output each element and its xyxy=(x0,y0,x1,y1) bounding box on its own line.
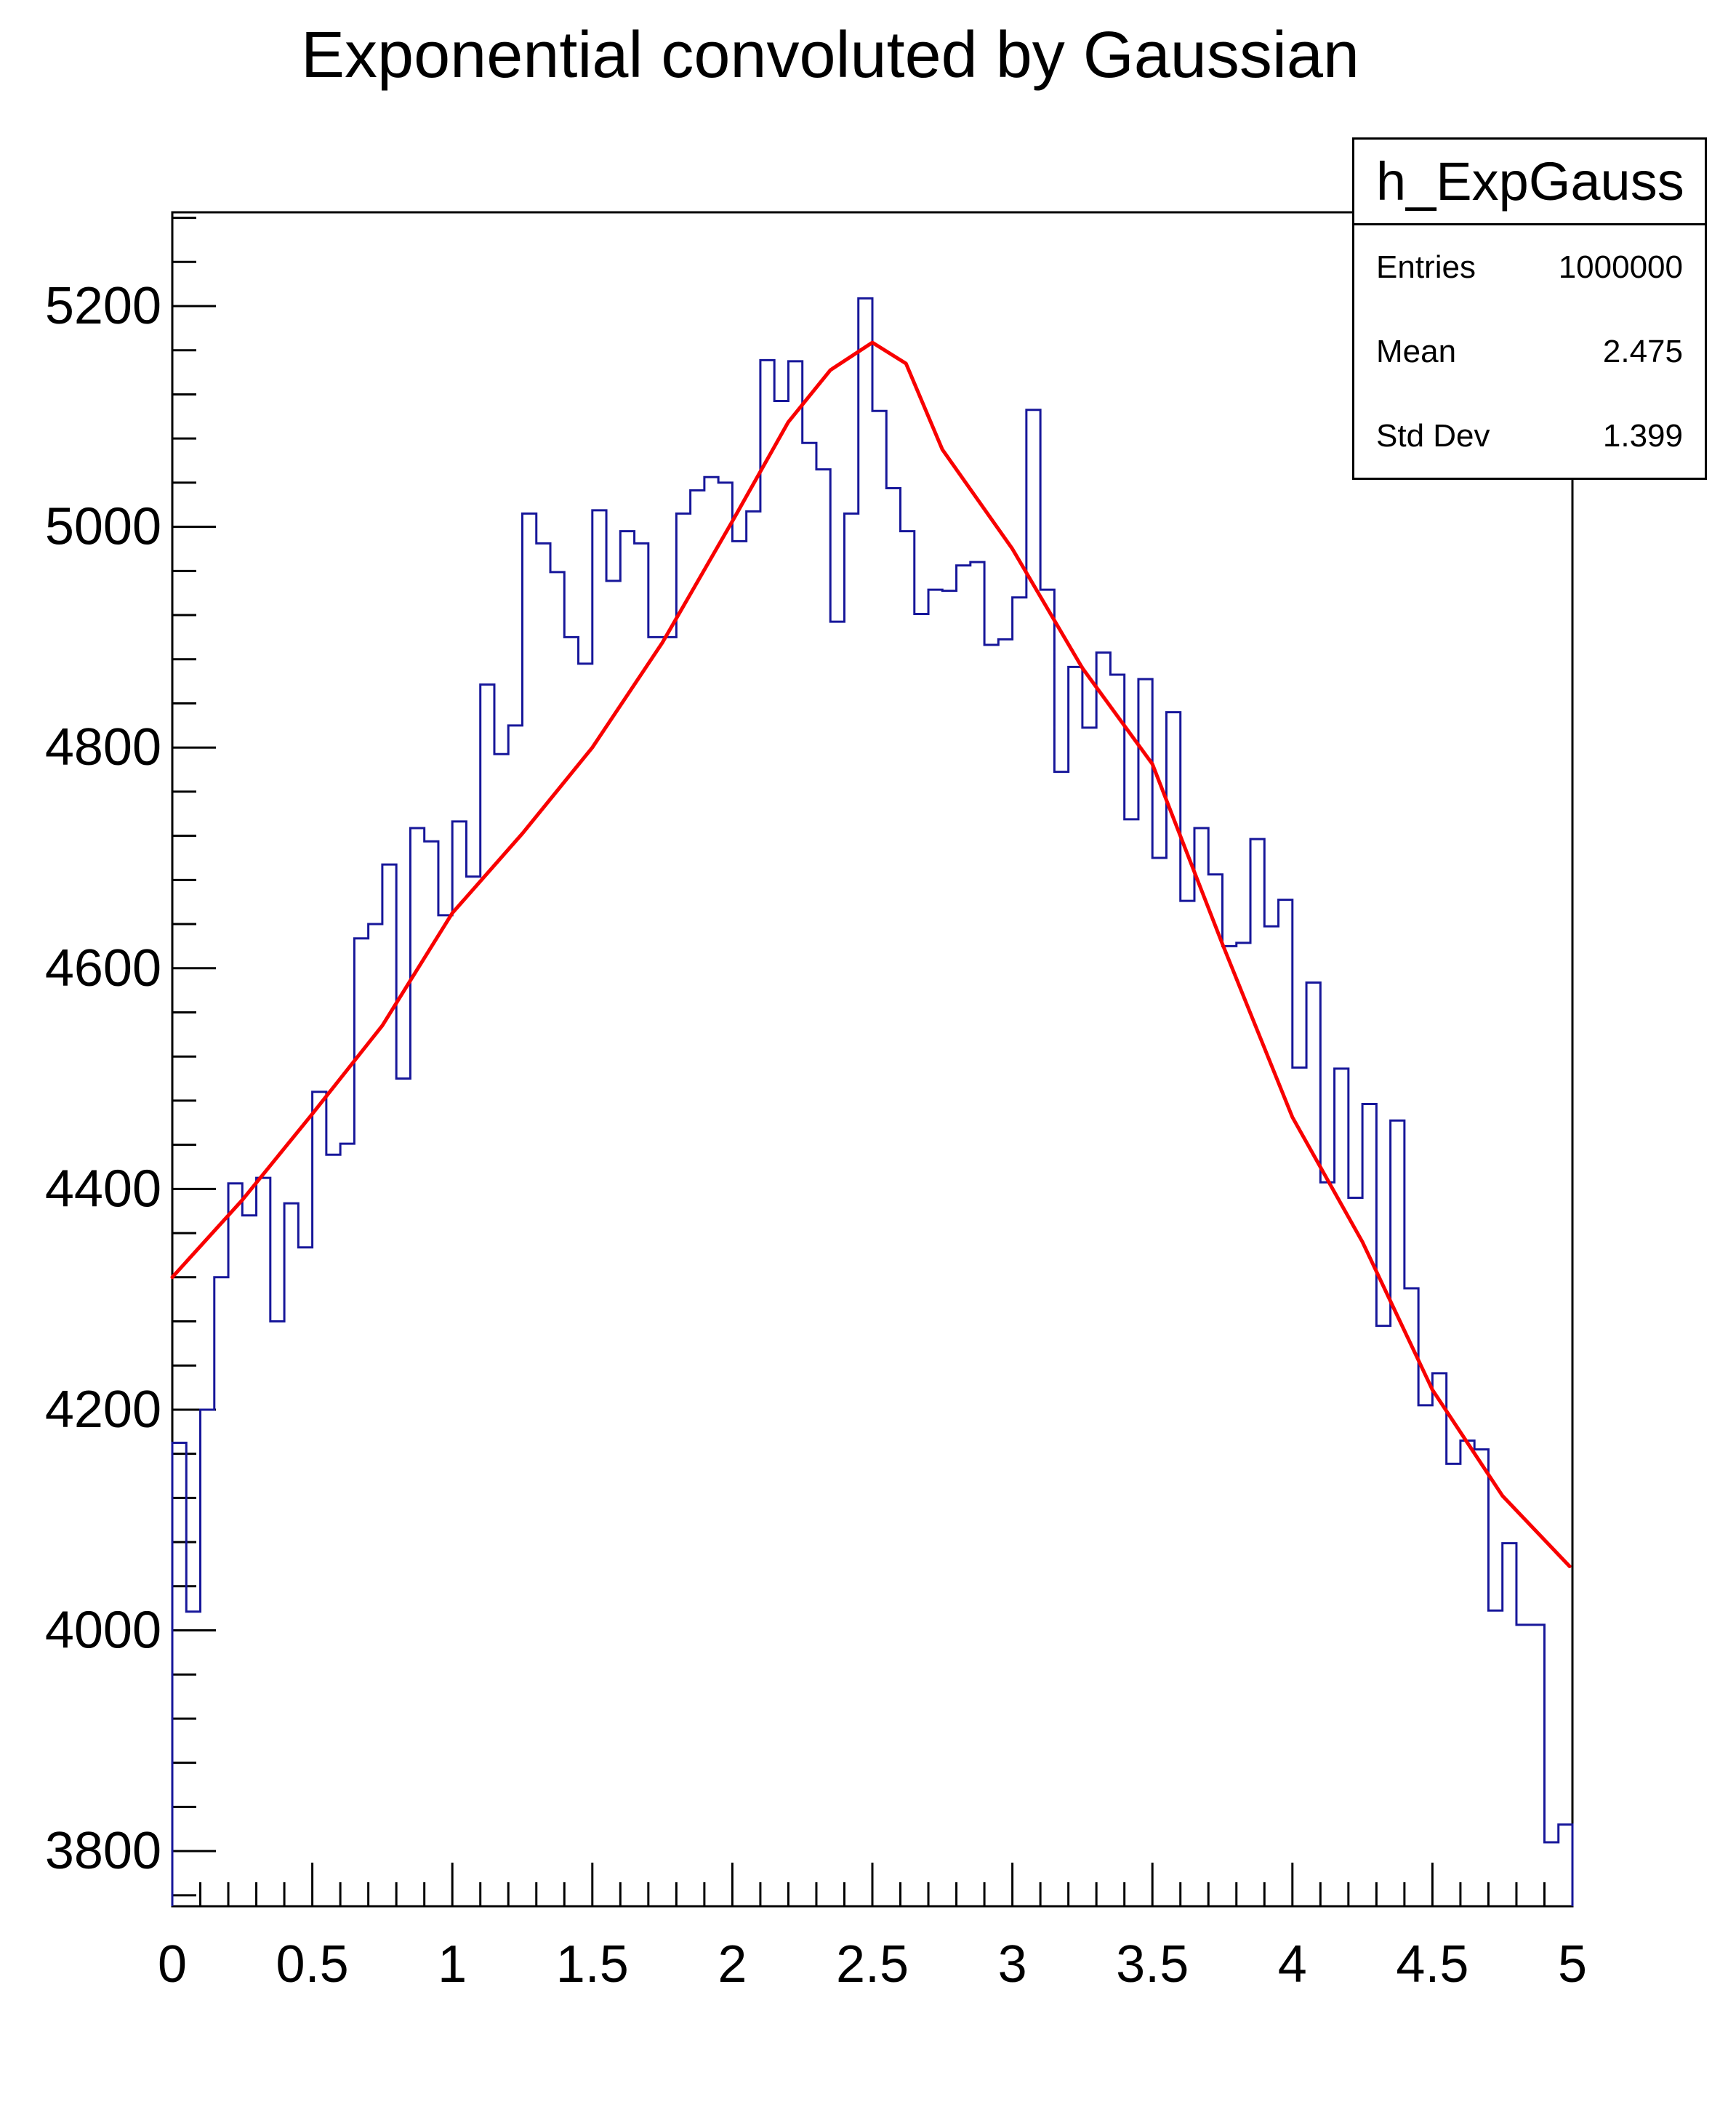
x-axis-tick-label: 4 xyxy=(1278,1935,1307,1993)
x-axis-tick-label: 3 xyxy=(998,1935,1027,1993)
x-axis-tick-label: 4.5 xyxy=(1396,1935,1468,1993)
x-axis-tick-label: 2 xyxy=(718,1935,747,1993)
stats-row-mean: Mean 2.475 xyxy=(1354,310,1705,394)
stats-label-mean: Mean xyxy=(1376,334,1457,369)
y-axis-tick-label: 4600 xyxy=(45,939,161,997)
x-axis-tick-label: 3.5 xyxy=(1116,1935,1189,1993)
chart-title: Exponential convoluted by Gaussian xyxy=(301,19,1359,92)
x-axis-tick-label: 5 xyxy=(1558,1935,1587,1993)
y-axis-tick-label: 5000 xyxy=(45,498,161,556)
y-axis-tick-label: 3800 xyxy=(45,1822,161,1880)
y-axis-tick-label: 4000 xyxy=(45,1602,161,1660)
y-axis-labels: 3800 4000 4200 4400 4600 4800 5000 5200 xyxy=(45,277,161,1880)
histogram-series xyxy=(171,297,1574,1906)
x-axis-major-ticks xyxy=(171,1863,1574,1906)
y-axis-minor-ticks xyxy=(172,217,196,1897)
x-axis-minor-ticks xyxy=(199,1882,1546,1906)
x-axis-tick-label: 1 xyxy=(438,1935,467,1993)
x-axis-tick-label: 2.5 xyxy=(836,1935,909,1993)
stats-value-entries: 1000000 xyxy=(1558,249,1683,285)
y-axis-tick-label: 4200 xyxy=(45,1381,161,1439)
x-axis-tick-label: 0.5 xyxy=(276,1935,349,1993)
stats-value-stddev: 1.399 xyxy=(1602,418,1683,454)
stats-label-stddev: Std Dev xyxy=(1376,418,1490,454)
x-axis-tick-label: 0 xyxy=(158,1935,187,1993)
y-axis-tick-label: 5200 xyxy=(45,277,161,335)
y-axis-tick-label: 4400 xyxy=(45,1160,161,1218)
x-axis-tick-label: 1.5 xyxy=(556,1935,629,1993)
y-axis-tick-label: 4800 xyxy=(45,718,161,776)
stats-row-entries: Entries 1000000 xyxy=(1354,225,1705,310)
fit-curve xyxy=(170,340,1572,1568)
y-axis-major-ticks xyxy=(172,305,216,1852)
stats-value-mean: 2.475 xyxy=(1602,334,1683,369)
x-axis-labels: 0 0.5 1 1.5 2 2.5 3 3.5 4 4.5 5 xyxy=(158,1935,1587,1993)
stats-row-stddev: Std Dev 1.399 xyxy=(1354,394,1705,478)
stats-box: h_ExpGauss Entries 1000000 Mean 2.475 St… xyxy=(1352,137,1707,480)
stats-label-entries: Entries xyxy=(1376,249,1476,285)
stats-box-title: h_ExpGauss xyxy=(1354,140,1705,225)
plot-frame xyxy=(171,211,1574,1908)
stats-rows: Entries 1000000 Mean 2.475 Std Dev 1.399 xyxy=(1354,225,1705,478)
